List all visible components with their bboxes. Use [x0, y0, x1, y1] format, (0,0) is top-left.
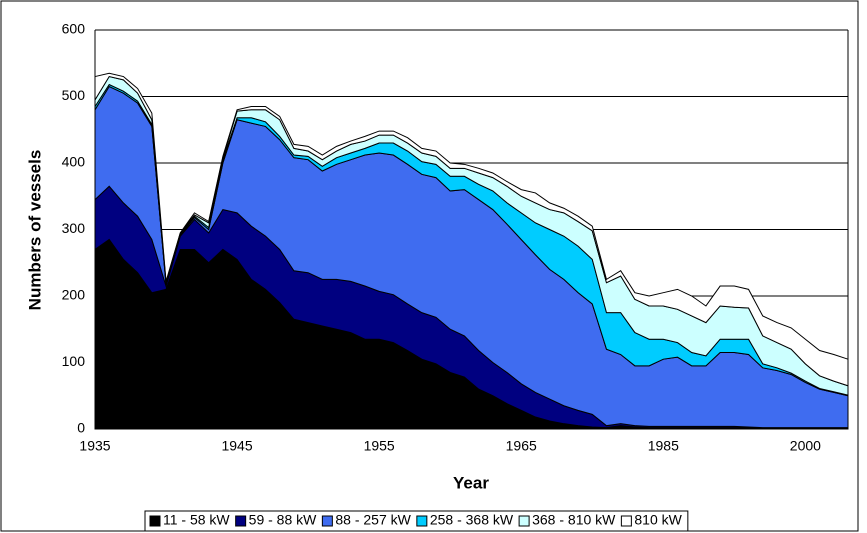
- legend-swatch: [321, 515, 333, 527]
- legend-label: 810 kW: [634, 512, 682, 528]
- legend-label: 88 - 257 kW: [335, 512, 411, 528]
- legend-label: 368 - 810 kW: [532, 512, 616, 528]
- legend-label: 11 - 58 kW: [163, 512, 230, 528]
- y-tick-label: 400: [62, 154, 86, 170]
- x-tick-label: 1985: [648, 438, 679, 454]
- legend-swatch: [620, 515, 632, 527]
- y-tick-label: 500: [62, 87, 86, 103]
- y-tick-label: 200: [62, 287, 86, 303]
- x-tick-label: 1935: [79, 438, 110, 454]
- y-tick-label: 100: [62, 353, 86, 369]
- legend-swatch: [416, 515, 428, 527]
- y-tick-label: 0: [77, 420, 85, 436]
- legend-swatch: [235, 515, 247, 527]
- legend-label: 59 - 88 kW: [249, 512, 317, 528]
- x-tick-label: 1945: [221, 438, 252, 454]
- x-axis-label: Year: [453, 473, 489, 492]
- legend-label: 258 - 368 kW: [430, 512, 514, 528]
- legend-swatch: [149, 515, 161, 527]
- y-tick-label: 600: [62, 21, 86, 37]
- y-tick-label: 300: [62, 220, 86, 236]
- x-tick-label: 2000: [790, 438, 821, 454]
- x-tick-label: 1965: [506, 438, 537, 454]
- legend-swatch: [518, 515, 530, 527]
- y-axis-label: Numbers of vessels: [25, 150, 44, 311]
- x-tick-label: 1955: [364, 438, 395, 454]
